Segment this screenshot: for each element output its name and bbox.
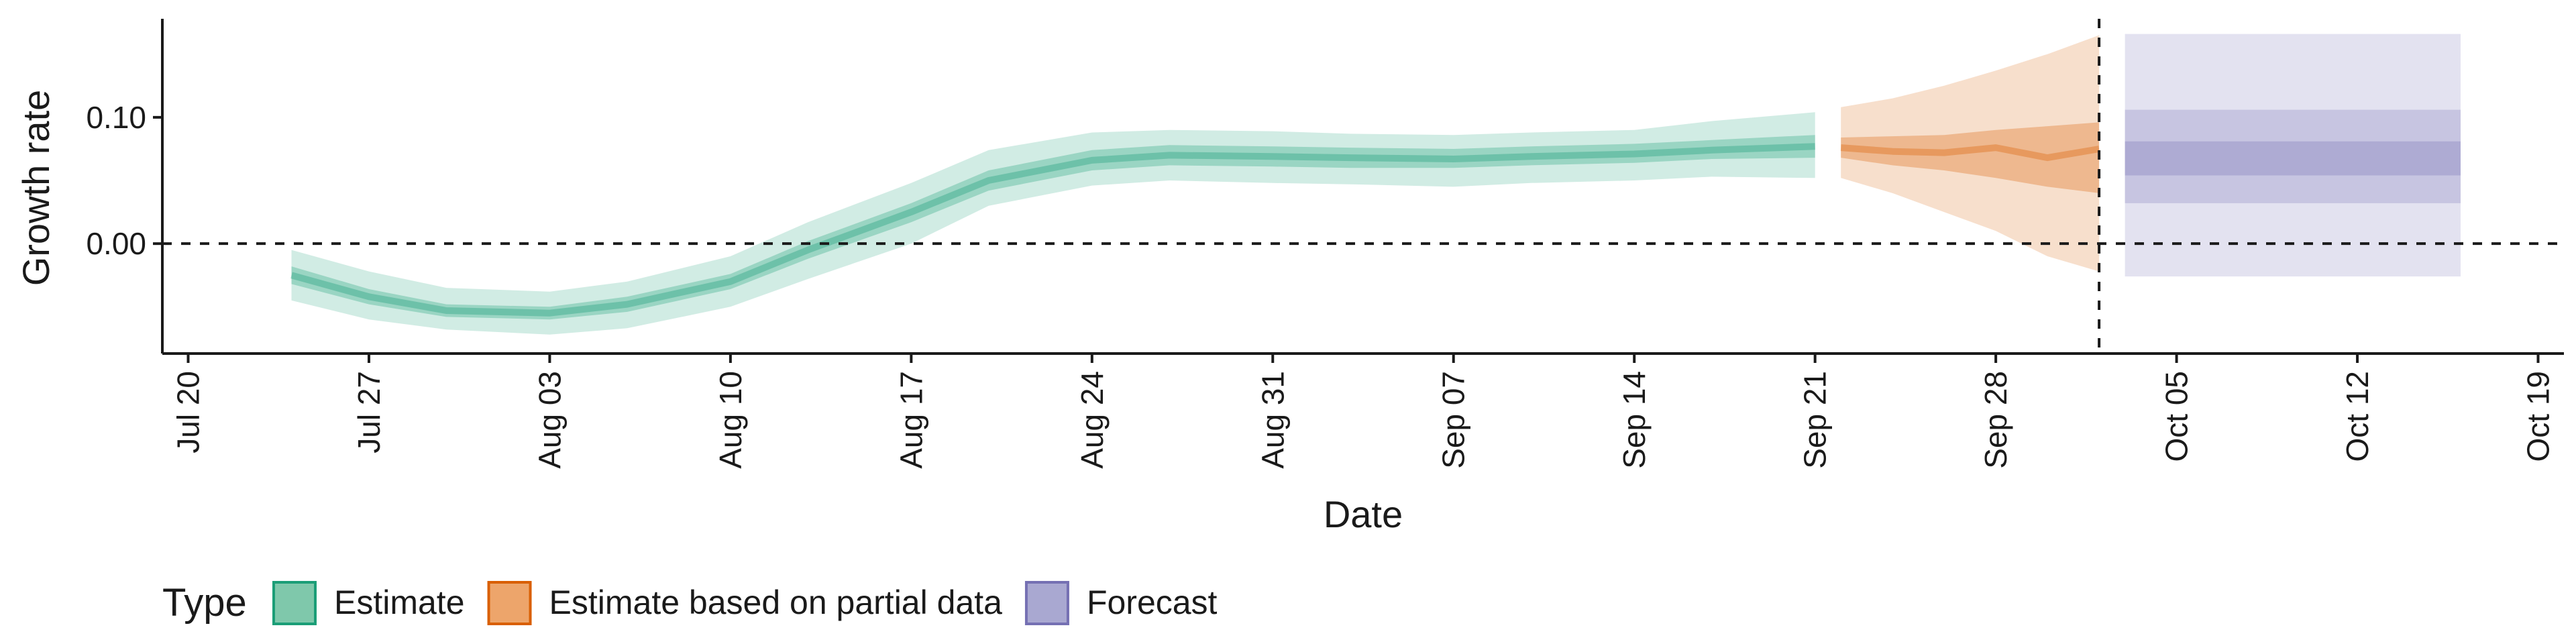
x-tick-label: Sep 14 bbox=[1617, 371, 1652, 469]
axes bbox=[161, 19, 2564, 355]
series-bands bbox=[290, 34, 2461, 335]
x-tick-label: Oct 19 bbox=[2521, 371, 2556, 462]
reference-lines bbox=[162, 19, 2564, 354]
x-tick-label: Sep 07 bbox=[1436, 371, 1471, 469]
y-ticks: 0.00 0.10 bbox=[86, 100, 162, 261]
y-tick-label: 0.10 bbox=[86, 100, 146, 135]
x-tick-label: Sep 21 bbox=[1798, 371, 1833, 469]
x-tick-label: Oct 12 bbox=[2340, 371, 2375, 462]
band-90 bbox=[1841, 35, 2100, 272]
y-tick-label: 0.00 bbox=[86, 226, 146, 261]
forecast-band-30 bbox=[2125, 141, 2461, 176]
series-0 bbox=[290, 112, 1815, 335]
legend-entry: Estimate based on partial data bbox=[487, 581, 1003, 625]
x-tick-label: Sep 28 bbox=[1978, 371, 2013, 469]
legend-key bbox=[1024, 581, 1069, 625]
y-axis-title: Growth rate bbox=[15, 90, 57, 286]
x-axis-title: Date bbox=[1324, 493, 1403, 535]
series-1 bbox=[1840, 35, 2100, 272]
legend-label: Estimate based on partial data bbox=[549, 584, 1003, 621]
x-tick-label: Aug 10 bbox=[713, 371, 748, 469]
band-50 bbox=[1841, 122, 2100, 193]
x-tick-label: Jul 27 bbox=[352, 371, 386, 453]
x-tick-label: Aug 24 bbox=[1075, 371, 1110, 469]
x-tick-label: Aug 17 bbox=[894, 371, 928, 469]
legend-title: Type bbox=[162, 581, 247, 625]
forecast-band-60 bbox=[2125, 109, 2461, 203]
band-50 bbox=[291, 135, 1815, 320]
legend-key bbox=[272, 581, 317, 625]
x-tick-label: Oct 05 bbox=[2159, 371, 2194, 462]
series-2 bbox=[2125, 34, 2461, 277]
legend-entry: Forecast bbox=[1024, 581, 1218, 625]
legend-entry: Estimate bbox=[272, 581, 465, 625]
legend-label: Estimate bbox=[334, 584, 465, 621]
median-line bbox=[290, 143, 1815, 317]
median-line bbox=[1840, 144, 2100, 162]
x-tick-label: Jul 20 bbox=[171, 371, 206, 453]
legend-label: Forecast bbox=[1087, 584, 1218, 621]
legend-key bbox=[487, 581, 532, 625]
x-ticks: Jul 20 Jul 27 Aug 03 Aug 10 Aug 17 Aug 24 Aug … bbox=[171, 354, 2556, 469]
x-tick-label: Aug 03 bbox=[532, 371, 567, 469]
x-tick-label: Aug 31 bbox=[1255, 371, 1290, 469]
forecast-band-90 bbox=[2125, 34, 2461, 277]
band-90 bbox=[291, 112, 1815, 335]
legend-entries: Estimate Estimate based on partial data Fo… bbox=[272, 581, 1218, 625]
legend: Type Estimate Estimate based on partial d… bbox=[162, 581, 1218, 625]
